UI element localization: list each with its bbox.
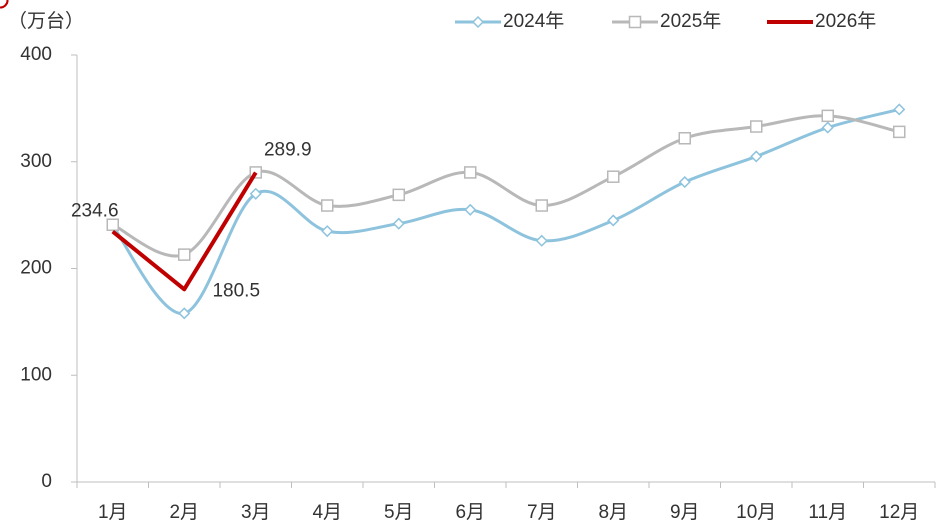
x-tick-label: 11月 — [808, 502, 847, 523]
y-tick-label: 400 — [20, 44, 52, 65]
legend-marker — [0, 0, 9, 9]
x-tick-label: 4月 — [312, 502, 342, 523]
data-point — [178, 307, 191, 320]
data-point — [464, 203, 477, 216]
data-point — [821, 121, 834, 134]
data-point — [607, 170, 620, 183]
x-tick-label: 8月 — [598, 502, 628, 523]
x-tick-label: 2月 — [169, 502, 199, 523]
data-point — [249, 166, 262, 179]
x-tick-label: 6月 — [455, 502, 485, 523]
data-point — [607, 214, 620, 227]
legend-label: 2025年 — [660, 10, 721, 32]
data-point — [249, 187, 262, 200]
data-point — [678, 175, 691, 189]
data-label: 180.5 — [212, 280, 260, 301]
x-tick-label: 3月 — [241, 502, 271, 523]
x-tick-label: 5月 — [384, 502, 414, 523]
series-line — [111, 171, 258, 292]
y-tick-label: 200 — [20, 258, 52, 279]
legend-label: 2024年 — [503, 10, 564, 32]
data-point — [392, 188, 405, 202]
data-point — [678, 132, 691, 145]
data-point — [321, 199, 334, 212]
data-point — [893, 103, 906, 116]
data-point — [750, 120, 763, 133]
y-tick-label: 100 — [20, 364, 52, 385]
data-point — [392, 217, 405, 230]
data-point — [321, 225, 334, 238]
data-point — [750, 150, 763, 163]
legend-label: 2026年 — [815, 10, 876, 32]
x-tick-label: 7月 — [527, 502, 557, 523]
data-point — [464, 166, 477, 179]
data-label: 289.9 — [264, 140, 312, 161]
x-tick-label: 10月 — [736, 502, 776, 523]
y-tick-label: 0 — [41, 471, 52, 492]
x-tick-label: 1月 — [98, 502, 128, 523]
y-tick-label: 300 — [20, 151, 52, 172]
data-point — [535, 234, 548, 247]
y-unit-label: （万台） — [8, 10, 84, 32]
x-tick-label: 9月 — [670, 502, 700, 523]
x-tick-label: 12月 — [879, 502, 919, 523]
series — [106, 109, 906, 261]
data-label: 234.6 — [71, 201, 119, 222]
data-point — [893, 125, 906, 139]
data-point — [535, 199, 548, 212]
legend-marker — [471, 15, 485, 29]
data-point — [821, 109, 834, 123]
legend-marker — [628, 15, 642, 29]
data-point — [106, 218, 119, 231]
data-point — [178, 248, 191, 261]
